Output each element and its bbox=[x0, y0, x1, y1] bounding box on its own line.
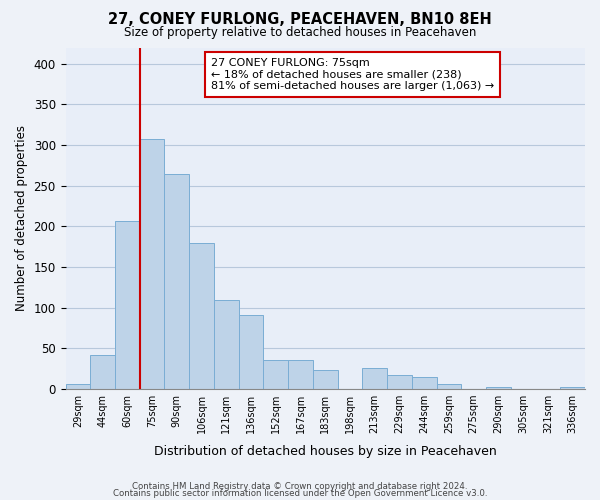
Text: Contains public sector information licensed under the Open Government Licence v3: Contains public sector information licen… bbox=[113, 490, 487, 498]
Bar bbox=[263, 360, 288, 389]
Bar bbox=[65, 384, 90, 389]
Bar bbox=[313, 370, 338, 389]
Bar bbox=[486, 386, 511, 389]
Bar bbox=[362, 368, 387, 389]
Bar bbox=[164, 174, 189, 389]
Text: 27, CONEY FURLONG, PEACEHAVEN, BN10 8EH: 27, CONEY FURLONG, PEACEHAVEN, BN10 8EH bbox=[108, 12, 492, 28]
Bar bbox=[115, 220, 140, 389]
Bar bbox=[412, 377, 437, 389]
Text: Contains HM Land Registry data © Crown copyright and database right 2024.: Contains HM Land Registry data © Crown c… bbox=[132, 482, 468, 491]
Bar bbox=[214, 300, 239, 389]
Bar bbox=[140, 138, 164, 389]
Bar bbox=[288, 360, 313, 389]
Bar bbox=[239, 315, 263, 389]
Bar bbox=[560, 388, 585, 389]
X-axis label: Distribution of detached houses by size in Peacehaven: Distribution of detached houses by size … bbox=[154, 444, 497, 458]
Text: Size of property relative to detached houses in Peacehaven: Size of property relative to detached ho… bbox=[124, 26, 476, 39]
Text: 27 CONEY FURLONG: 75sqm
← 18% of detached houses are smaller (238)
81% of semi-d: 27 CONEY FURLONG: 75sqm ← 18% of detache… bbox=[211, 58, 494, 91]
Bar bbox=[387, 375, 412, 389]
Y-axis label: Number of detached properties: Number of detached properties bbox=[15, 126, 28, 312]
Bar bbox=[90, 355, 115, 389]
Bar bbox=[189, 244, 214, 389]
Bar bbox=[437, 384, 461, 389]
